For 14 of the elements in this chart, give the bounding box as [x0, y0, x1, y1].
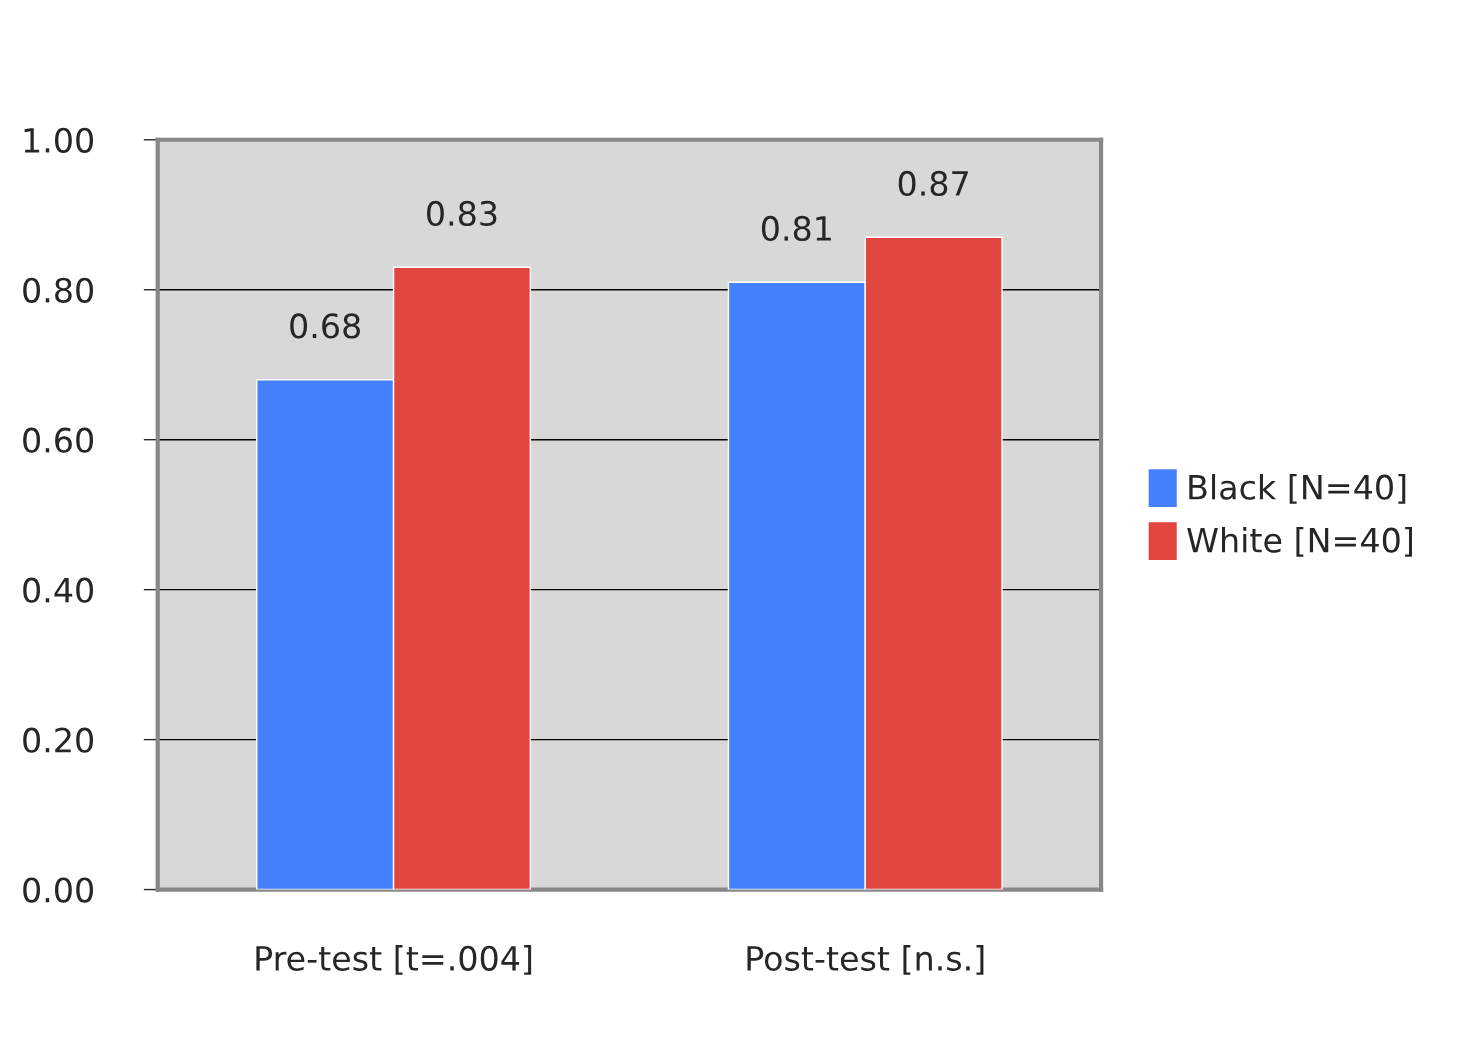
- data-label: 0.83: [427, 200, 497, 227]
- x-tick-label: Pre-test [t=.004]: [256, 945, 532, 975]
- data-label: 0.68: [290, 313, 360, 339]
- y-tick-label: 0.20: [23, 727, 94, 753]
- x-tick-label: Post-test [n.s.]: [747, 945, 984, 975]
- y-tick-label: 1.00: [24, 127, 94, 153]
- legend-label: Black [N=40]: [1189, 474, 1406, 504]
- data-label: 0.81: [761, 215, 831, 242]
- y-tick-label: 0.80: [23, 277, 94, 303]
- y-tick-label: 0.60: [23, 427, 94, 453]
- legend-label: White [N=40]: [1187, 527, 1412, 557]
- data-label: 0.87: [898, 170, 968, 197]
- y-tick-label: 0.00: [23, 877, 94, 903]
- y-tick-label: 0.40: [23, 577, 94, 603]
